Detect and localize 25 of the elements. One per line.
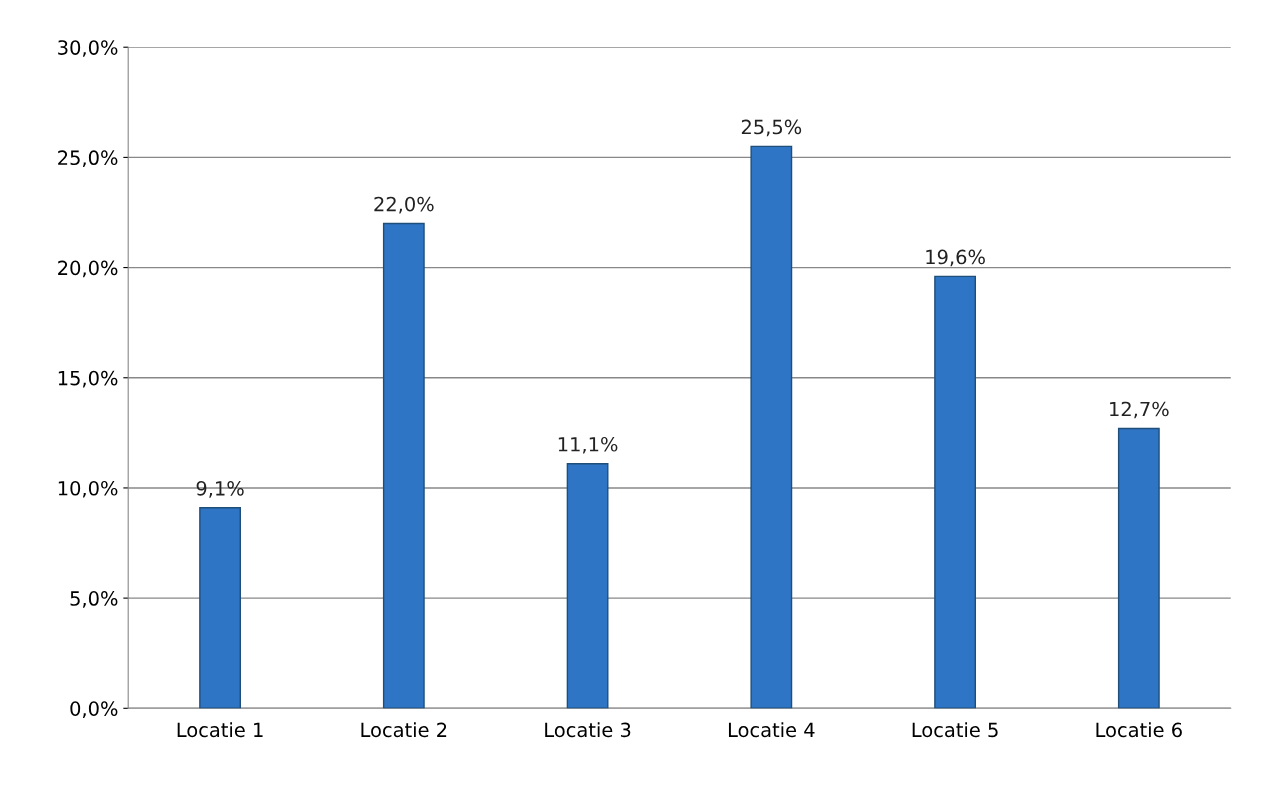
y-tick-label: 25,0% xyxy=(58,150,118,168)
x-tick-label: Locatie 1 xyxy=(177,722,263,738)
bar xyxy=(382,222,425,709)
bar xyxy=(934,275,976,709)
x-tick-label: Locatie 6 xyxy=(1096,722,1182,738)
bar xyxy=(750,145,793,709)
x-tick-label: Locatie 2 xyxy=(361,722,447,738)
bar xyxy=(1117,427,1160,709)
x-tick-label: Locatie 4 xyxy=(728,722,815,738)
bar xyxy=(199,507,241,709)
y-tick-label: 15,0% xyxy=(58,370,118,388)
x-tick-label: Locatie 3 xyxy=(545,722,631,738)
data-label: 9,1% xyxy=(196,480,244,498)
y-tick-label: 20,0% xyxy=(58,260,118,278)
y-tick-label: 30,0% xyxy=(58,40,118,57)
x-tick-label: Locatie 5 xyxy=(912,722,998,738)
data-label: 19,6% xyxy=(926,249,985,267)
data-label: 25,5% xyxy=(741,119,802,137)
data-label: 11,1% xyxy=(558,436,618,454)
data-label: 22,0% xyxy=(374,196,434,214)
data-label: 12,7% xyxy=(1110,401,1169,419)
bar xyxy=(566,463,609,709)
y-tick-label: 5,0% xyxy=(70,591,118,608)
y-tick-label: 10,0% xyxy=(58,480,118,498)
y-tick-label: 0,0% xyxy=(70,701,118,718)
